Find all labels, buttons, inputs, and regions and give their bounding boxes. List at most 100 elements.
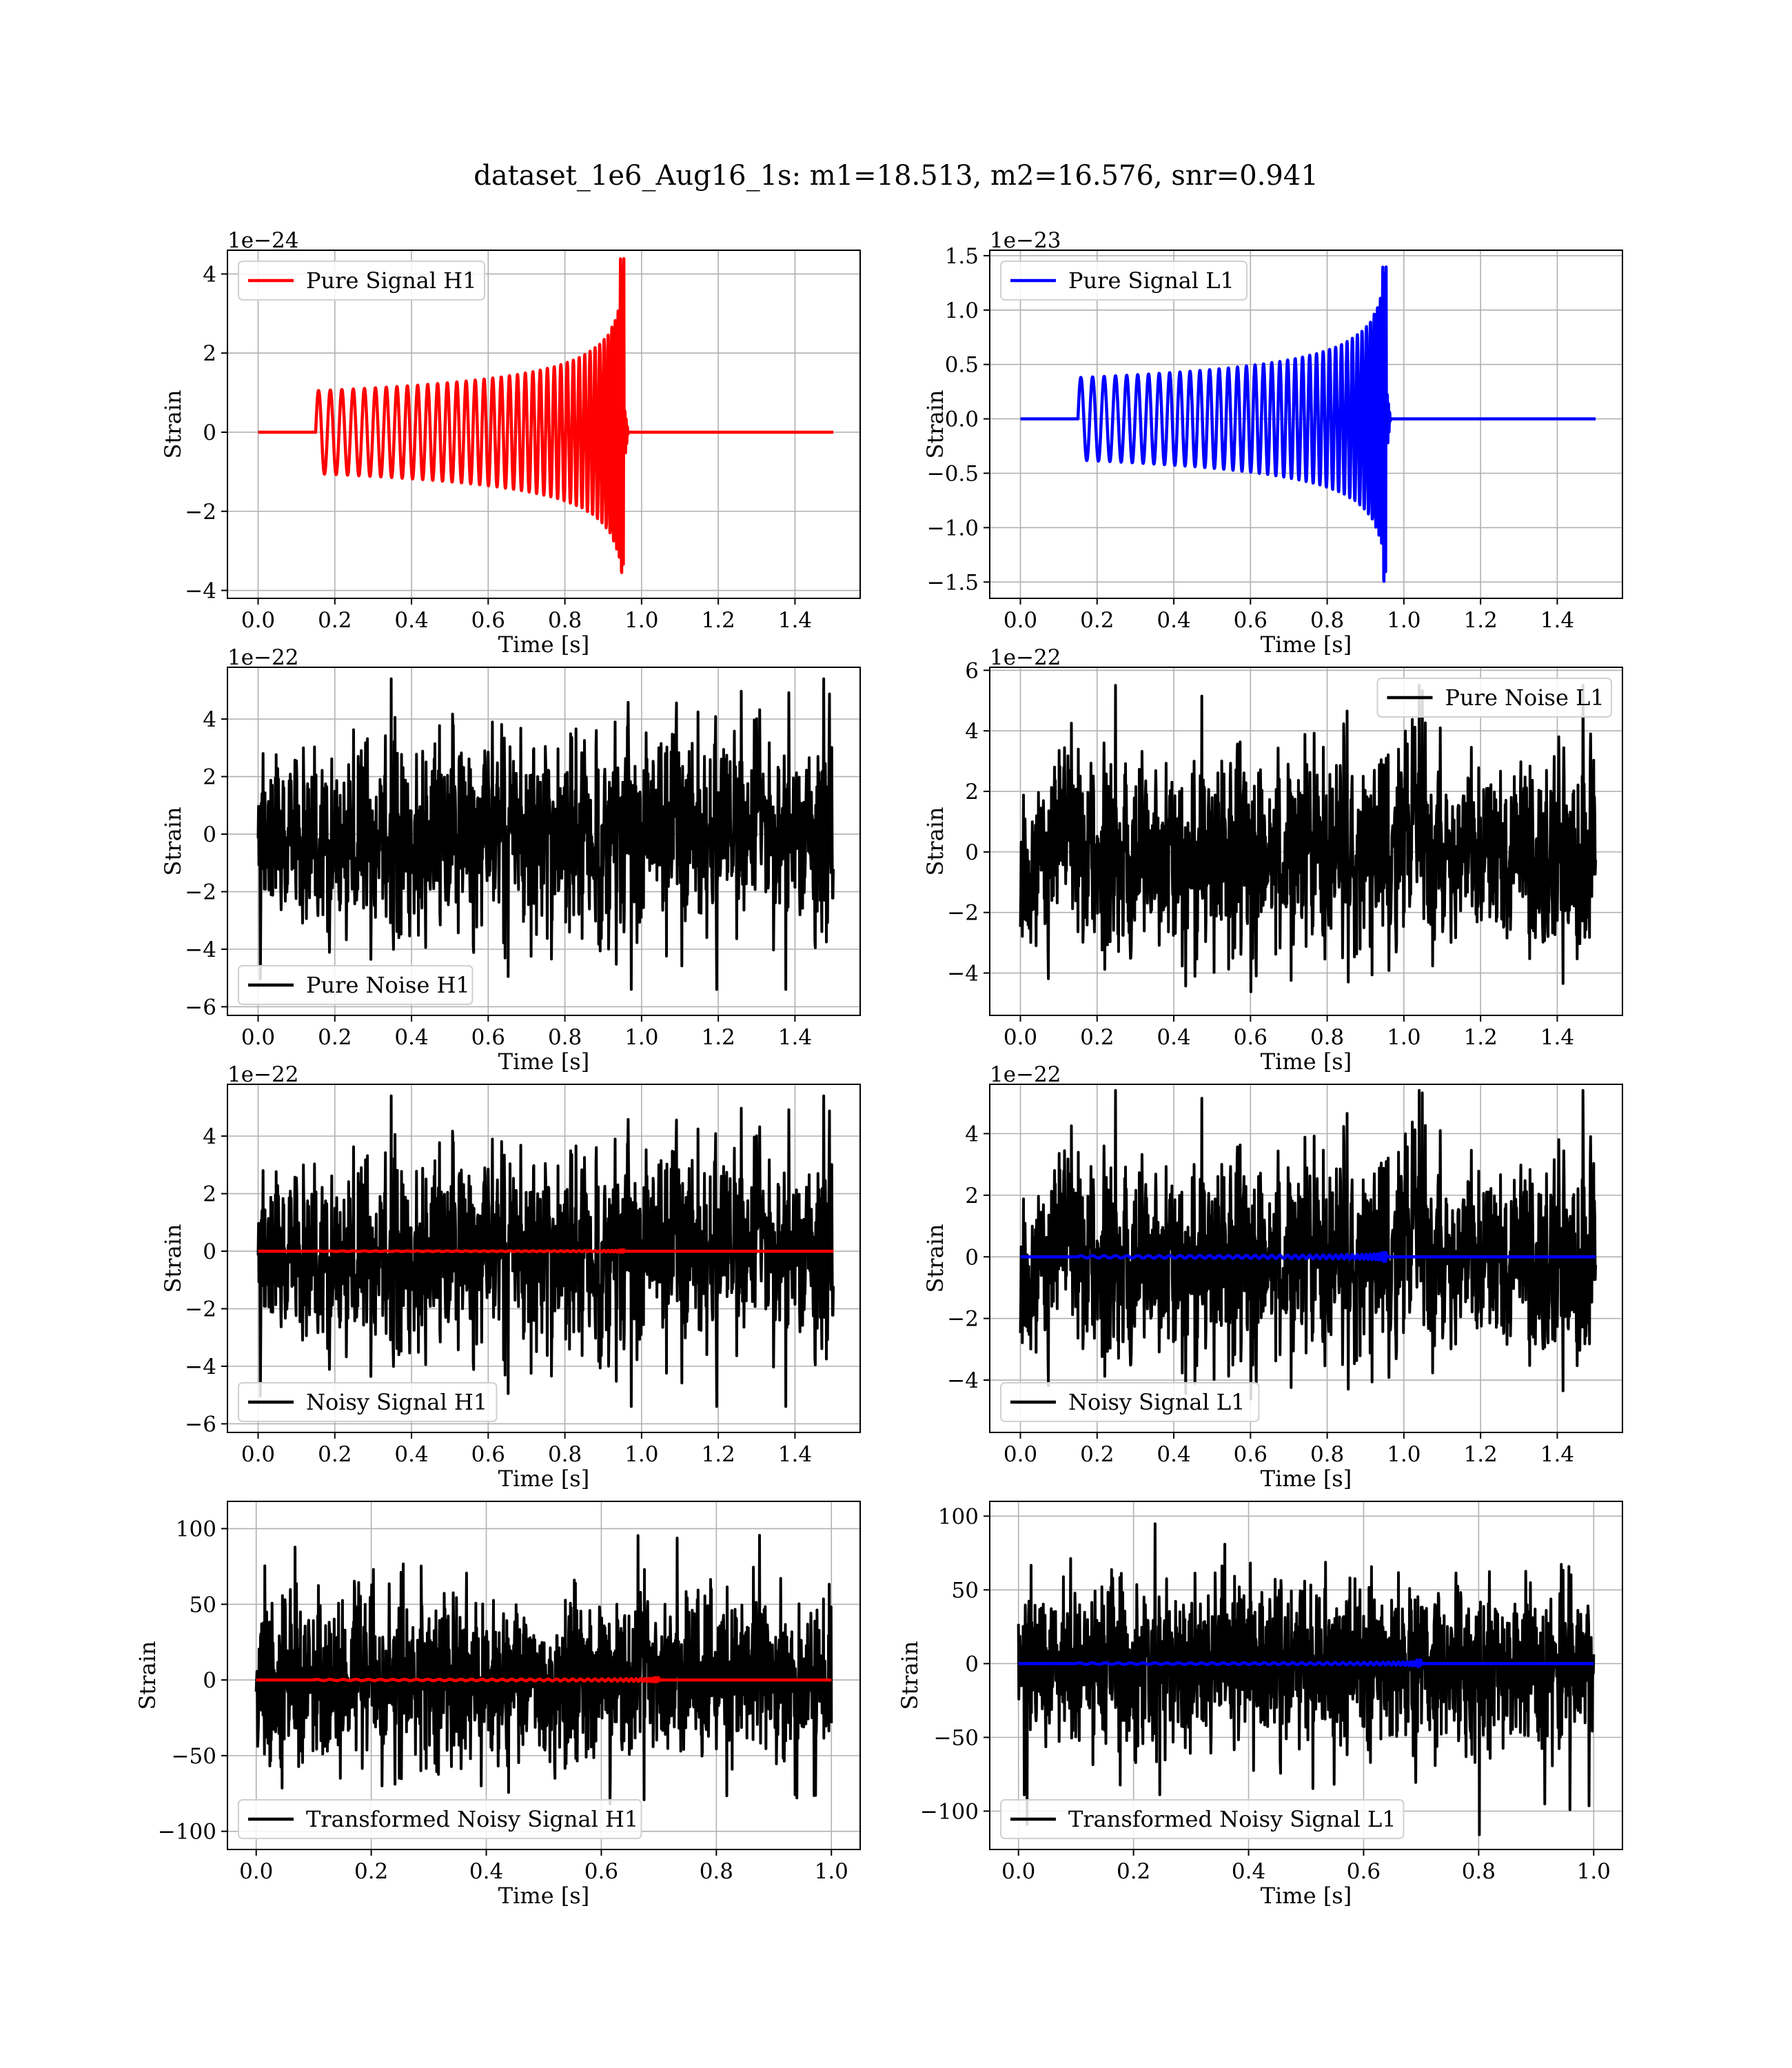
- x-tick-label: 0.0: [1001, 1859, 1035, 1884]
- x-tick-label: 0.4: [1232, 1859, 1265, 1884]
- x-tick-label: 1.0: [1387, 1025, 1421, 1050]
- legend-label: Noisy Signal H1: [306, 1389, 487, 1415]
- series-line-chirp-1: [1017, 1658, 1595, 1669]
- axes-frame: [227, 667, 861, 1016]
- legend-box: [238, 1799, 642, 1839]
- legend: Noisy Signal H1: [238, 1382, 498, 1422]
- y-tick-label: 4: [203, 1124, 216, 1149]
- y-tick-label: 0: [203, 1239, 216, 1264]
- y-offset-text: 1e−22: [227, 1062, 299, 1087]
- legend: Pure Noise L1: [1376, 678, 1612, 718]
- x-tick-label: 1.2: [1463, 1025, 1497, 1050]
- legend-label: Transformed Noisy Signal H1: [306, 1806, 638, 1832]
- x-tick-label: 1.4: [1540, 608, 1574, 633]
- y-tick-label: 2: [203, 341, 216, 366]
- y-tick-label: 6: [965, 658, 979, 683]
- y-axis-label: Strain: [922, 1224, 948, 1293]
- x-tick-label: 1.4: [778, 1442, 812, 1467]
- x-tick-label: 0.6: [1347, 1859, 1381, 1884]
- y-tick-label: −6: [185, 995, 216, 1020]
- legend-label: Pure Signal L1: [1068, 267, 1234, 294]
- x-tick-label: 0.4: [394, 1442, 428, 1467]
- axes-frame: [227, 1084, 861, 1433]
- y-tick-label: 100: [176, 1517, 216, 1542]
- y-axis-label: Strain: [897, 1641, 923, 1710]
- x-tick-label: 1.0: [1387, 1442, 1421, 1467]
- x-tick-label: 0.2: [318, 1442, 352, 1467]
- y-tick-label: 0: [203, 420, 216, 445]
- y-tick-label: −4: [947, 962, 979, 986]
- y-tick-label: −4: [185, 937, 216, 962]
- x-tick-label: 1.0: [624, 608, 658, 633]
- y-tick-label: 50: [952, 1578, 979, 1603]
- series-line-pure-noise-h1: [256, 677, 835, 991]
- legend-label: Pure Signal H1: [306, 267, 477, 294]
- legend: Transformed Noisy Signal H1: [238, 1799, 642, 1839]
- y-tick-label: 0: [203, 1668, 216, 1693]
- x-tick-label: 1.2: [1463, 608, 1497, 633]
- y-tick-label: −6: [185, 1412, 216, 1437]
- y-tick-label: −1.5: [927, 570, 979, 595]
- x-tick-label: 0.2: [318, 608, 352, 633]
- y-tick-label: 0.0: [945, 407, 979, 432]
- legend-label: Transformed Noisy Signal L1: [1068, 1806, 1396, 1832]
- legend-box: [1376, 678, 1612, 718]
- y-axis-label: Strain: [922, 390, 948, 459]
- legend-box: [238, 965, 474, 1005]
- y-tick-label: 1.5: [945, 244, 979, 269]
- x-axis-label: Time [s]: [498, 1048, 589, 1075]
- legend: Pure Noise H1: [238, 965, 474, 1005]
- x-tick-label: 1.0: [624, 1442, 658, 1467]
- legend-label: Pure Noise L1: [1445, 685, 1605, 711]
- x-tick-label: 1.2: [701, 1025, 735, 1050]
- axes-frame: [989, 667, 1623, 1016]
- x-axis-label: Time [s]: [1261, 1048, 1352, 1075]
- x-tick-label: 1.0: [815, 1859, 848, 1884]
- y-tick-label: −2: [185, 500, 216, 525]
- y-axis-label: Strain: [922, 807, 948, 876]
- x-axis-label: Time [s]: [498, 1466, 589, 1492]
- x-tick-label: 0.4: [1157, 1442, 1190, 1467]
- y-tick-label: 2: [965, 1184, 979, 1208]
- x-axis-label: Time [s]: [1261, 1466, 1352, 1492]
- x-tick-label: 1.4: [1540, 1025, 1574, 1050]
- figure-title: dataset_1e6_Aug16_1s: m1=18.513, m2=16.5…: [474, 160, 1318, 192]
- x-tick-label: 0.2: [1080, 1442, 1114, 1467]
- x-tick-label: 0.0: [1004, 1442, 1037, 1467]
- legend-label: Noisy Signal L1: [1068, 1389, 1245, 1415]
- x-tick-label: 0.6: [471, 1025, 505, 1050]
- x-tick-label: 1.2: [701, 1442, 735, 1467]
- y-axis-label: Strain: [160, 807, 186, 876]
- legend-box: [1000, 1799, 1405, 1839]
- y-tick-label: −4: [185, 1355, 216, 1379]
- subplot-pure-signal-l1: 0.0 0.2 0.4 0.6 0.8 1.0 1.2 1.4 −1.5 −1.0 −0.5 0.0 0…: [922, 228, 1623, 658]
- y-tick-label: −2: [947, 901, 979, 926]
- x-tick-label: 0.0: [241, 608, 275, 633]
- legend-label: Pure Noise H1: [306, 972, 470, 998]
- axes-frame: [989, 250, 1623, 599]
- y-tick-label: 0: [965, 1245, 979, 1270]
- x-tick-label: 0.2: [318, 1025, 352, 1050]
- y-tick-label: −100: [920, 1799, 979, 1824]
- legend: Noisy Signal L1: [1000, 1382, 1260, 1422]
- x-tick-label: 0.0: [1004, 608, 1037, 633]
- y-tick-label: −0.5: [927, 462, 979, 487]
- y-tick-label: −100: [158, 1820, 216, 1845]
- x-tick-label: 1.2: [701, 608, 735, 633]
- x-tick-label: 0.2: [354, 1859, 388, 1884]
- subplot-pure-noise-l1: 0.0 0.2 0.4 0.6 0.8 1.0 1.2 1.4 −4 −2 0 2 4 6 Time [s]…: [922, 645, 1623, 1075]
- y-tick-label: −2: [185, 880, 216, 905]
- x-tick-label: 0.0: [241, 1025, 275, 1050]
- legend-box: [1000, 261, 1248, 301]
- x-tick-label: 0.8: [1462, 1859, 1496, 1884]
- subplot-transformed-noisy-signal-h1: 0.0 0.2 0.4 0.6 0.8 1.0 −100 −50 0 50 100 Time [s] S…: [134, 1501, 861, 1909]
- x-tick-label: 0.8: [1310, 1025, 1344, 1050]
- series-line-pure-signal-h1: [256, 256, 835, 574]
- x-tick-label: 0.6: [471, 608, 505, 633]
- x-tick-label: 1.4: [1540, 1442, 1574, 1467]
- y-tick-label: −4: [185, 579, 216, 604]
- x-tick-label: 0.4: [1157, 1025, 1190, 1050]
- y-tick-label: 4: [965, 1122, 979, 1147]
- x-tick-label: 0.8: [548, 1025, 582, 1050]
- x-tick-label: 0.4: [469, 1859, 503, 1884]
